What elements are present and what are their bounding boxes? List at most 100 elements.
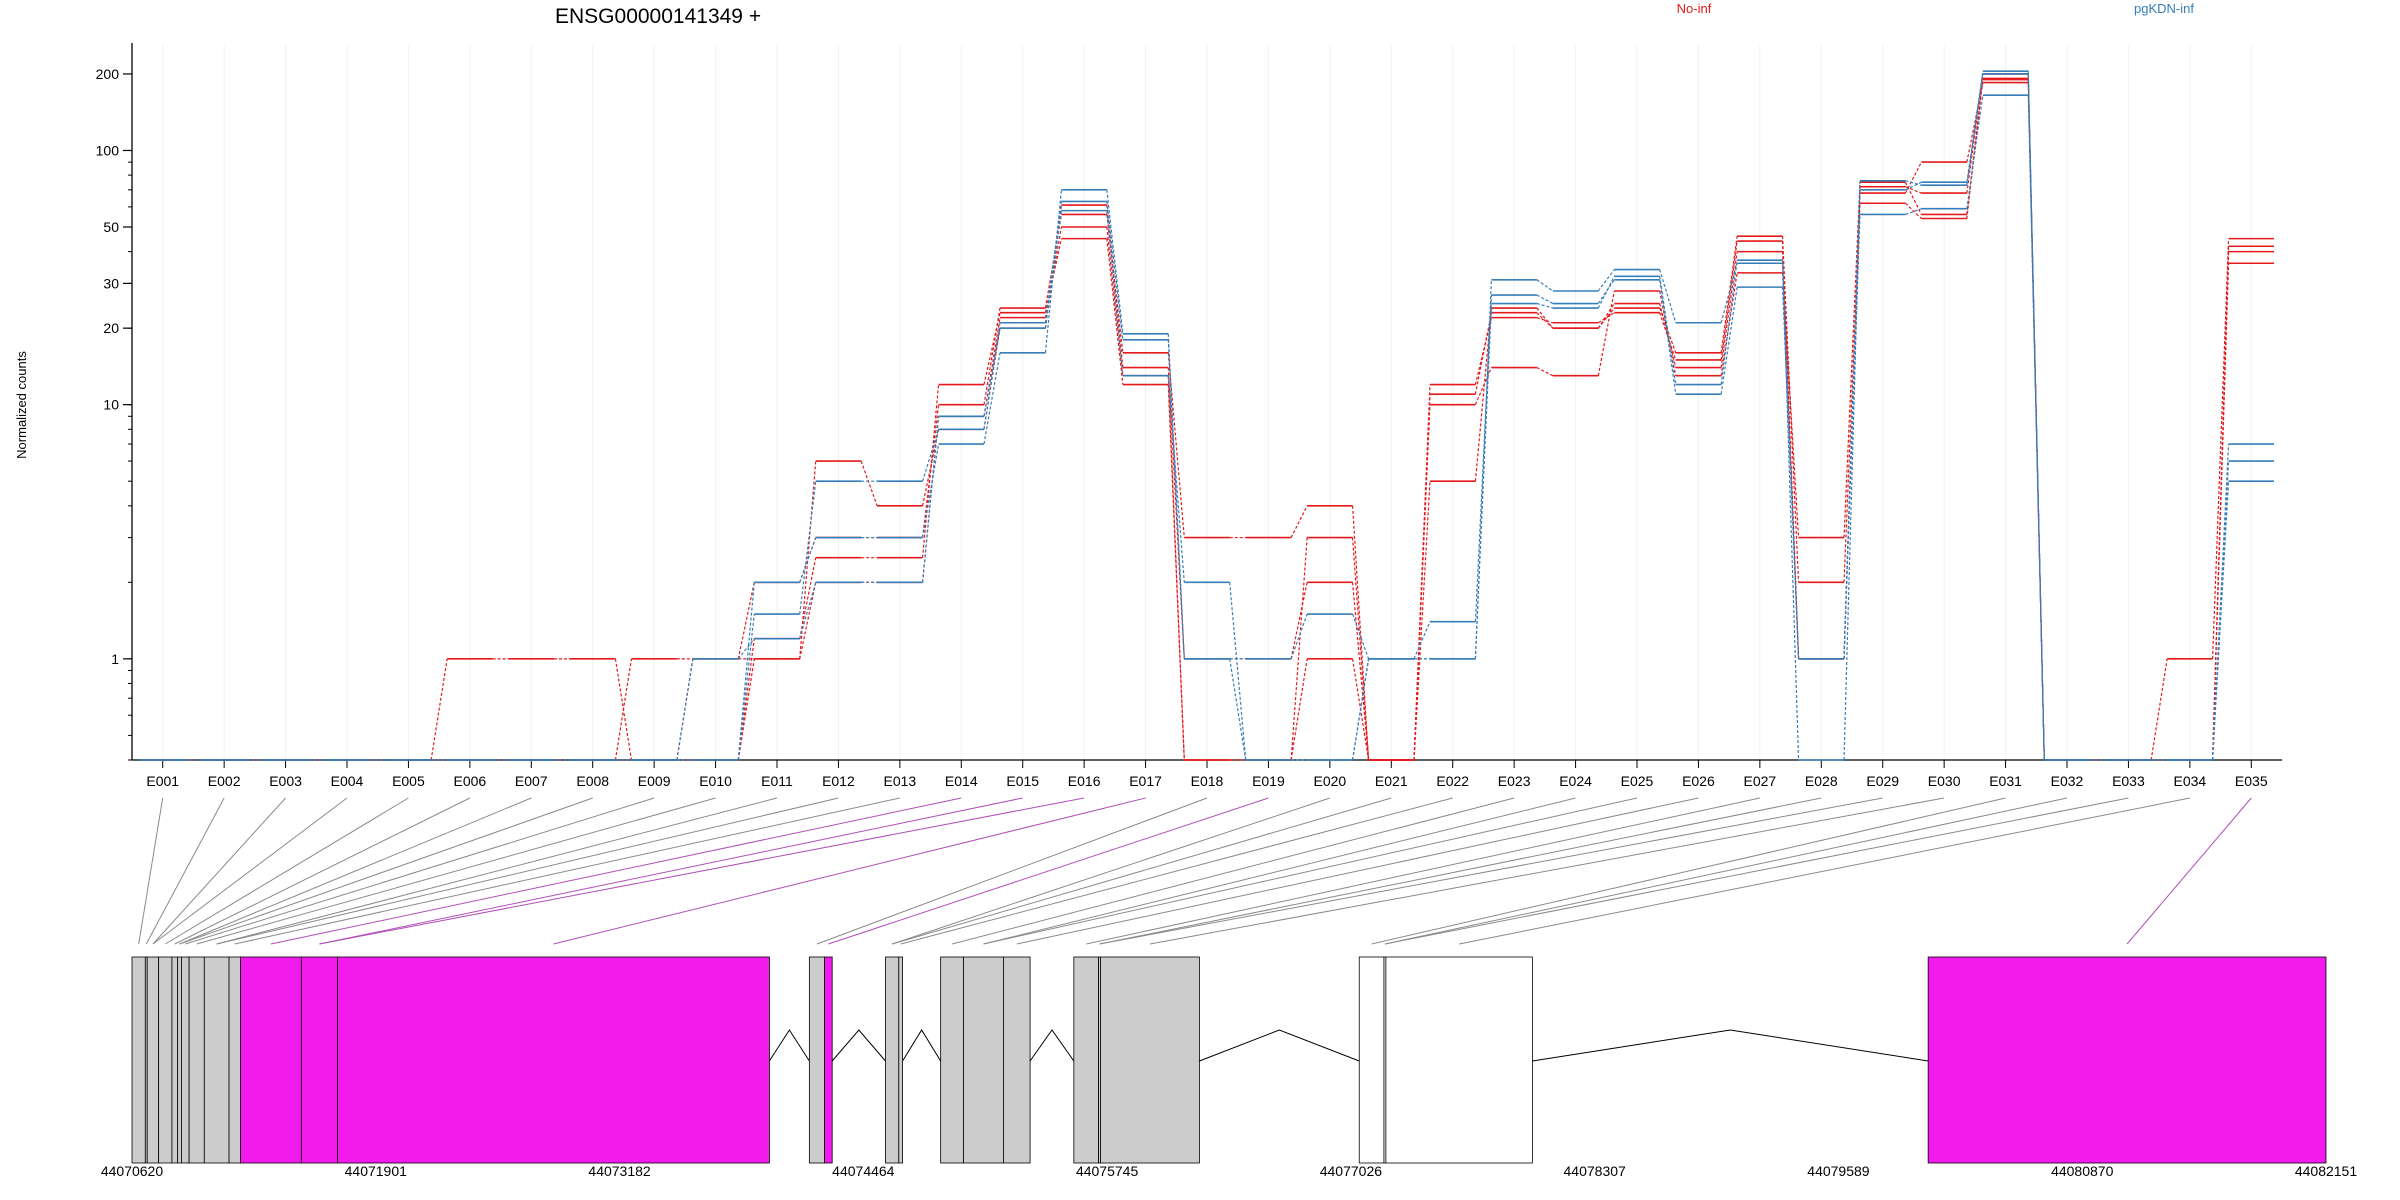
intron-line	[903, 1030, 941, 1061]
series-transition	[677, 659, 693, 760]
connector-E005	[165, 798, 408, 944]
y-tick-label-100: 100	[96, 142, 120, 158]
series-transition	[1475, 304, 1491, 659]
exon-E011	[240, 957, 301, 1163]
x-tick-label-E015: E015	[1006, 773, 1039, 789]
genomic-tick-label: 44075745	[1076, 1163, 1139, 1179]
exon-E008	[189, 957, 204, 1163]
connector-E007	[180, 798, 532, 944]
series-transition	[738, 614, 754, 760]
series-transition	[1598, 308, 1614, 328]
connector-E026	[1017, 798, 1699, 944]
connector-E018	[817, 798, 1207, 944]
exon-E010	[229, 957, 240, 1163]
connector-E001	[139, 798, 163, 944]
series-transition	[1107, 201, 1123, 339]
x-tick-label-E024: E024	[1559, 773, 1592, 789]
series-transition	[738, 639, 754, 760]
series-transition	[1414, 385, 1430, 760]
x-tick-label-E005: E005	[392, 773, 425, 789]
series-transition	[1598, 313, 1614, 323]
x-tick-label-E021: E021	[1375, 773, 1408, 789]
y-tick-label-1: 1	[111, 651, 119, 667]
connector-E012	[217, 798, 839, 944]
connector-E027	[1086, 798, 1760, 944]
series-transition	[861, 461, 877, 506]
x-tick-label-E007: E007	[515, 773, 548, 789]
legend-label-pgkdn-inf: pgKDN-inf	[2134, 1, 2194, 16]
series-transition	[800, 461, 816, 659]
series-transition	[1721, 236, 1737, 353]
exon-E027	[1928, 957, 2326, 1163]
exon-E018	[941, 957, 964, 1163]
x-tick-label-E017: E017	[1129, 773, 1162, 789]
x-tick-label-E019: E019	[1252, 773, 1285, 789]
connector-E023	[952, 798, 1514, 944]
x-tick-label-E035: E035	[2235, 773, 2268, 789]
x-tick-label-E018: E018	[1191, 773, 1224, 789]
series-transition	[1291, 614, 1307, 659]
intron-line	[1199, 1030, 1359, 1061]
exon-E019	[963, 957, 1003, 1163]
genomic-tick-label: 44071901	[345, 1163, 408, 1179]
series-transition	[1537, 304, 1553, 309]
exon-E015	[825, 957, 833, 1163]
series-transition	[1660, 280, 1676, 394]
series-transition	[1537, 295, 1553, 303]
series-transition	[1168, 376, 1184, 583]
series-transition	[1905, 182, 1921, 214]
connector-E010	[197, 798, 716, 944]
x-tick-label-E012: E012	[822, 773, 855, 789]
series-transition	[800, 582, 816, 638]
series-transition	[1967, 83, 1983, 163]
y-tick-label-20: 20	[103, 320, 119, 336]
gene-model	[132, 957, 2326, 1163]
series-transition	[1353, 506, 1369, 760]
connector-E035	[2127, 798, 2251, 944]
x-tick-label-E026: E026	[1682, 773, 1715, 789]
y-tick-label-10: 10	[103, 397, 119, 413]
x-tick-label-E011: E011	[761, 773, 793, 789]
x-tick-label-E032: E032	[2051, 773, 2084, 789]
exon-E012	[301, 957, 337, 1163]
exon-E009	[204, 957, 229, 1163]
exon-E020	[1003, 957, 1030, 1163]
genomic-tick-label: 44078307	[1564, 1163, 1627, 1179]
x-tick-label-E003: E003	[269, 773, 302, 789]
intron-line	[1532, 1030, 1928, 1061]
x-tick-label-E022: E022	[1436, 773, 1469, 789]
connector-E019	[828, 798, 1268, 944]
series-transition	[1291, 506, 1307, 538]
genomic-tick-label: 44073182	[588, 1163, 651, 1179]
y-tick-label-200: 200	[96, 66, 120, 82]
exon-E023	[1100, 957, 1199, 1163]
connector-E017	[553, 798, 1145, 944]
connector-E011	[217, 798, 777, 944]
series-transition	[984, 308, 1000, 405]
x-tick-label-E014: E014	[945, 773, 978, 789]
series-transition	[1783, 260, 1799, 760]
series-transition	[738, 582, 754, 659]
x-tick-label-E027: E027	[1744, 773, 1777, 789]
x-tick-label-E004: E004	[331, 773, 364, 789]
exon-E024	[1359, 957, 1384, 1163]
connector-E004	[153, 798, 347, 944]
x-tick-label-E033: E033	[2112, 773, 2145, 789]
genomic-tick-label: 44074464	[832, 1163, 895, 1179]
x-tick-label-E010: E010	[699, 773, 732, 789]
x-axis: E001 E002 E003 E004 E005 E006 E007 E008 E009 E010…	[132, 760, 2282, 789]
series-transition	[1967, 80, 1983, 215]
series-transition	[1598, 304, 1614, 329]
exon-E007	[181, 957, 189, 1163]
connector-E008	[180, 798, 593, 944]
connector-E028	[1100, 798, 1822, 944]
x-tick-label-E020: E020	[1314, 773, 1347, 789]
y-axis-label: Normalized counts	[14, 351, 29, 459]
series-transition	[984, 323, 1000, 430]
exon-E013	[337, 957, 769, 1163]
connector-E014	[271, 798, 961, 944]
series-transition	[1721, 260, 1737, 384]
series-transition	[984, 318, 1000, 417]
connector-E031	[1372, 798, 2006, 944]
